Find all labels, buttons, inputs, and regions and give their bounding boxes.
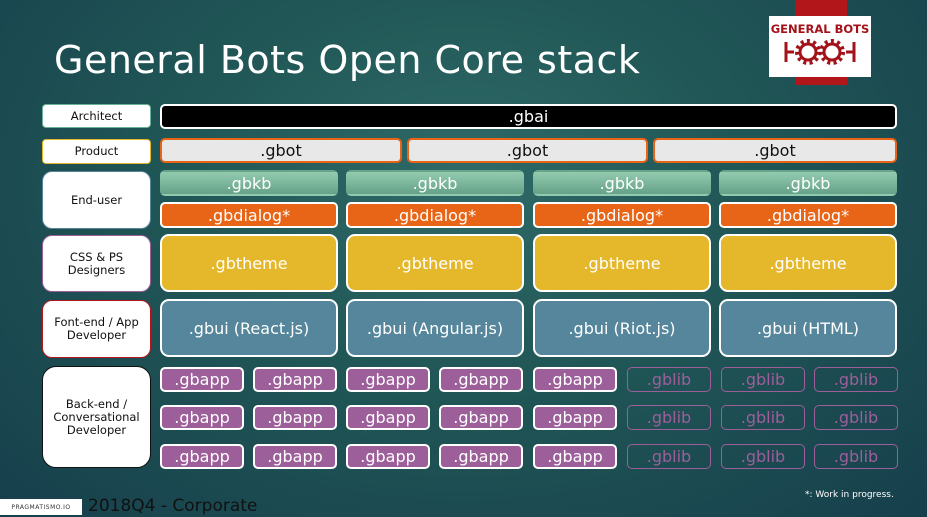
gbot-block: .gbot	[160, 138, 402, 163]
gbapp-block: .gbapp	[533, 444, 617, 469]
gbapp-block: .gbapp	[253, 405, 337, 430]
gbapp-block: .gbapp	[439, 444, 523, 469]
logo-text: GENERAL BOTS	[770, 22, 870, 36]
gbapp-block: .gbapp	[160, 405, 244, 430]
gbkb-block: .gbkb	[533, 170, 711, 196]
gbai-block: .gbai	[160, 104, 897, 129]
gbapp-block: .gbapp	[346, 405, 430, 430]
gbkb-block: .gbkb	[719, 170, 897, 196]
gbkb-block: .gbkb	[346, 170, 524, 196]
role-backend-developer: Back-end / Conversational Developer	[42, 366, 151, 468]
gbui-block: .gbui (Riot.js)	[533, 299, 711, 357]
role-architect: Architect	[42, 104, 151, 128]
role-designers: CSS & PS Designers	[42, 235, 151, 292]
gbdialog-block: .gbdialog*	[533, 202, 711, 228]
gbui-block: .gbui (React.js)	[160, 299, 338, 357]
gbdialog-block: .gbdialog*	[160, 202, 338, 228]
pragmatismo-logo: PRAGMATISMO.IO	[0, 499, 82, 515]
gblib-block: .gblib	[627, 444, 711, 469]
gbkb-block: .gbkb	[160, 170, 338, 196]
gbapp-block: .gbapp	[346, 444, 430, 469]
gbapp-block: .gbapp	[160, 444, 244, 469]
footer-period: 2018Q4 - Corporate	[88, 496, 258, 516]
gbapp-block: .gbapp	[533, 405, 617, 430]
gbdialog-block: .gbdialog*	[346, 202, 524, 228]
gbapp-block: .gbapp	[439, 367, 523, 392]
gbapp-block: .gbapp	[160, 367, 244, 392]
gbapp-block: .gbapp	[346, 367, 430, 392]
gbapp-block: .gbapp	[533, 367, 617, 392]
gbapp-block: .gbapp	[439, 405, 523, 430]
role-end-user: End-user	[42, 171, 151, 229]
gbapp-block: .gbapp	[253, 367, 337, 392]
gbtheme-block: .gbtheme	[160, 234, 338, 292]
gblib-block: .gblib	[721, 444, 805, 469]
gblib-block: .gblib	[814, 405, 898, 430]
gbtheme-block: .gbtheme	[346, 234, 524, 292]
page-title: General Bots Open Core stack	[54, 38, 641, 82]
gblib-block: .gblib	[627, 367, 711, 392]
general-bots-logo: GENERAL BOTS	[769, 16, 871, 77]
gbot-block: .gbot	[407, 138, 648, 163]
gbdialog-block: .gbdialog*	[719, 202, 897, 228]
gblib-block: .gblib	[627, 405, 711, 430]
gblib-block: .gblib	[814, 367, 898, 392]
role-product: Product	[42, 139, 151, 164]
footnote: *: Work in progress.	[805, 490, 894, 500]
gbot-block: .gbot	[653, 138, 897, 163]
role-frontend-developer: Font-end / App Developer	[42, 300, 151, 358]
gbapp-block: .gbapp	[253, 444, 337, 469]
gbtheme-block: .gbtheme	[719, 234, 897, 292]
gblib-block: .gblib	[814, 444, 898, 469]
gblib-block: .gblib	[721, 405, 805, 430]
gblib-block: .gblib	[721, 367, 805, 392]
gbui-block: .gbui (Angular.js)	[346, 299, 524, 357]
gears-icon	[784, 39, 856, 65]
gbtheme-block: .gbtheme	[533, 234, 711, 292]
gbui-block: .gbui (HTML)	[719, 299, 897, 357]
